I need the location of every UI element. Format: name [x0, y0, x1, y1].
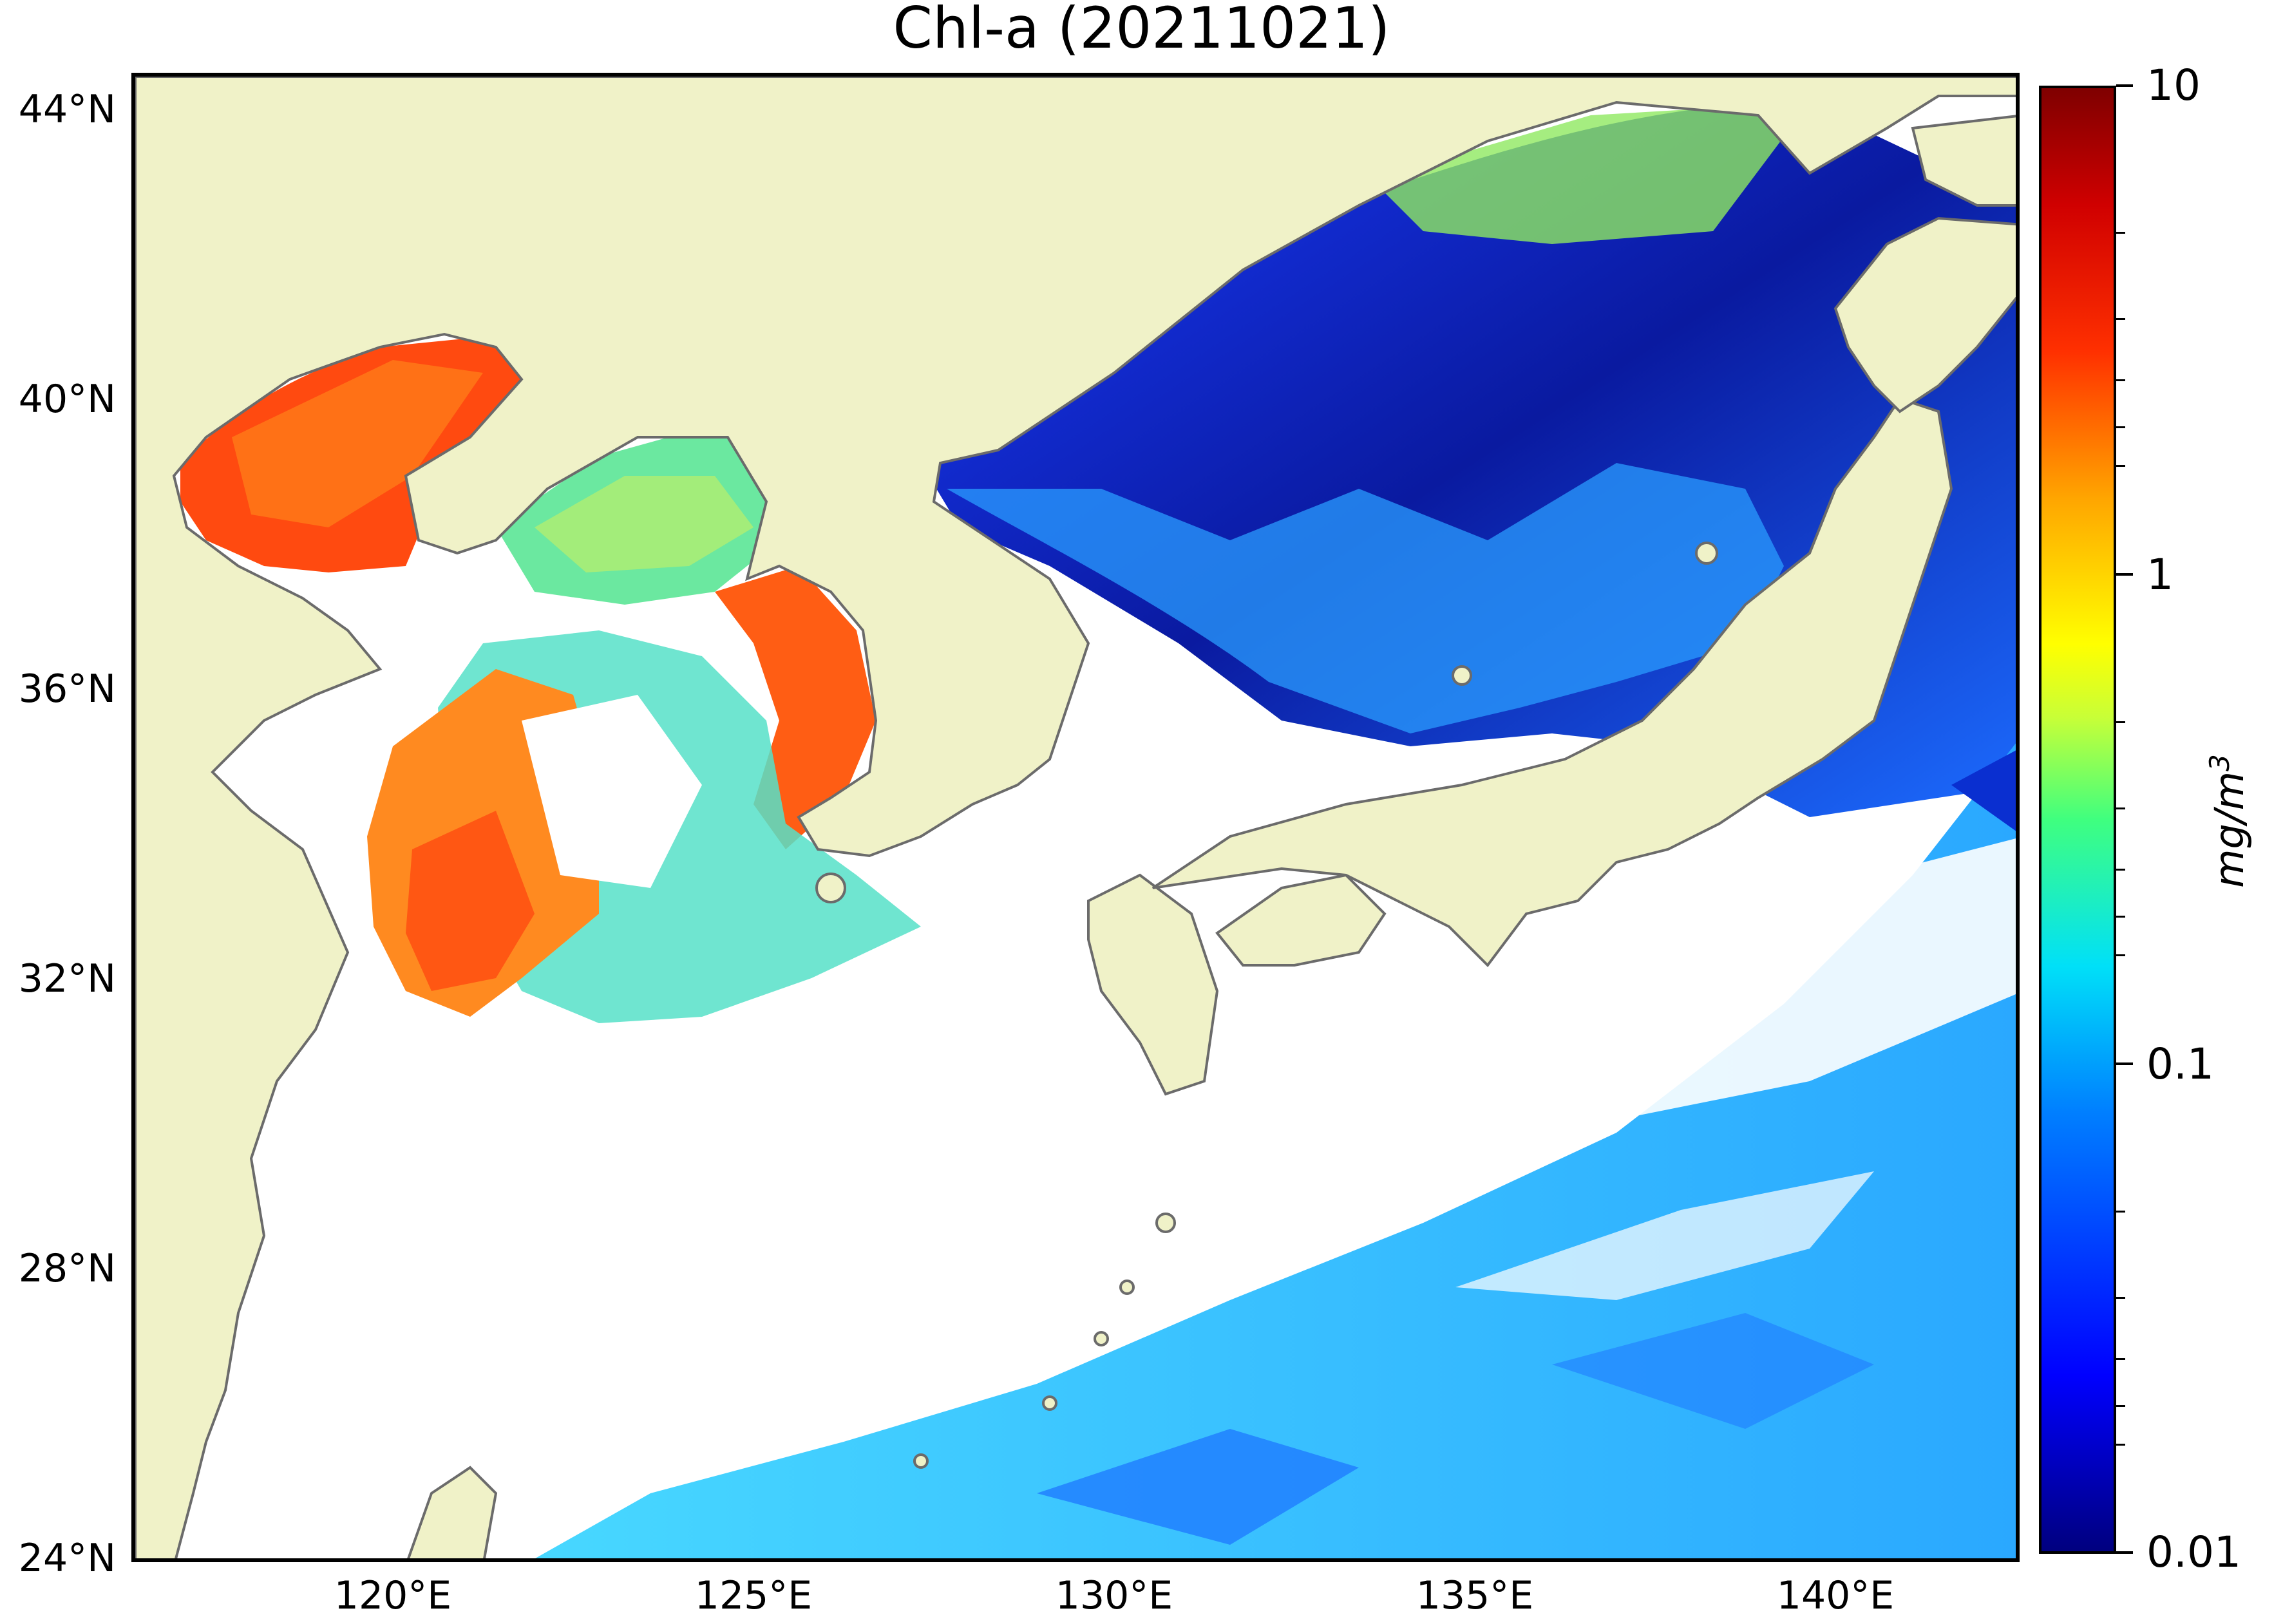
colorbar-minor-tick	[2116, 1358, 2125, 1360]
colorbar-major-tick	[2116, 1062, 2133, 1065]
map-title: Chl-a (20211021)	[893, 0, 1390, 61]
colorbar-minor-tick	[2116, 954, 2125, 956]
lon-tick-label: 130°E	[1055, 1573, 1173, 1618]
lat-tick-label: 24°N	[18, 1536, 116, 1581]
chlorophyll-map	[131, 73, 2020, 1562]
colorbar-major-tick	[2116, 84, 2133, 87]
colorbar-minor-tick	[2116, 1211, 2125, 1213]
colorbar-major-tick	[2116, 573, 2133, 576]
lon-tick-label: 125°E	[694, 1573, 813, 1618]
lat-tick-label: 28°N	[18, 1246, 116, 1291]
colorbar-minor-tick	[2116, 426, 2125, 428]
colorbar-minor-tick	[2116, 869, 2125, 871]
colorbar	[2039, 86, 2116, 1554]
unit-exponent: 3	[2204, 754, 2236, 771]
colorbar-minor-tick	[2116, 721, 2125, 723]
colorbar-major-tick	[2116, 1551, 2133, 1554]
colorbar-label: 10	[2146, 61, 2201, 110]
lat-tick-label: 40°N	[18, 377, 116, 422]
lat-tick-label: 32°N	[18, 956, 116, 1001]
colorbar-minor-tick	[2116, 318, 2125, 320]
colorbar-unit-label: mg/m3	[2204, 754, 2253, 888]
map-canvas	[135, 77, 2016, 1558]
lon-tick-label: 135°E	[1416, 1573, 1534, 1618]
lon-tick-label: 120°E	[334, 1573, 452, 1618]
colorbar-minor-tick	[2116, 379, 2125, 381]
colorbar-minor-tick	[2116, 916, 2125, 918]
colorbar-label: 0.01	[2146, 1527, 2241, 1577]
colorbar-minor-tick	[2116, 1444, 2125, 1446]
colorbar-minor-tick	[2116, 232, 2125, 234]
colorbar-minor-tick	[2116, 807, 2125, 809]
colorbar-minor-tick	[2116, 465, 2125, 467]
lat-tick-label: 36°N	[18, 666, 116, 712]
colorbar-label: 1	[2146, 550, 2174, 600]
colorbar-label: 0.1	[2146, 1039, 2214, 1089]
lon-tick-label: 140°E	[1776, 1573, 1895, 1618]
colorbar-minor-tick	[2116, 1405, 2125, 1407]
colorbar-minor-tick	[2116, 1297, 2125, 1299]
chlorophyll-data-layer	[180, 102, 2016, 1558]
lat-tick-label: 44°N	[18, 87, 116, 132]
unit-base: mg/m	[2205, 771, 2253, 888]
land-layer	[135, 77, 2016, 1558]
